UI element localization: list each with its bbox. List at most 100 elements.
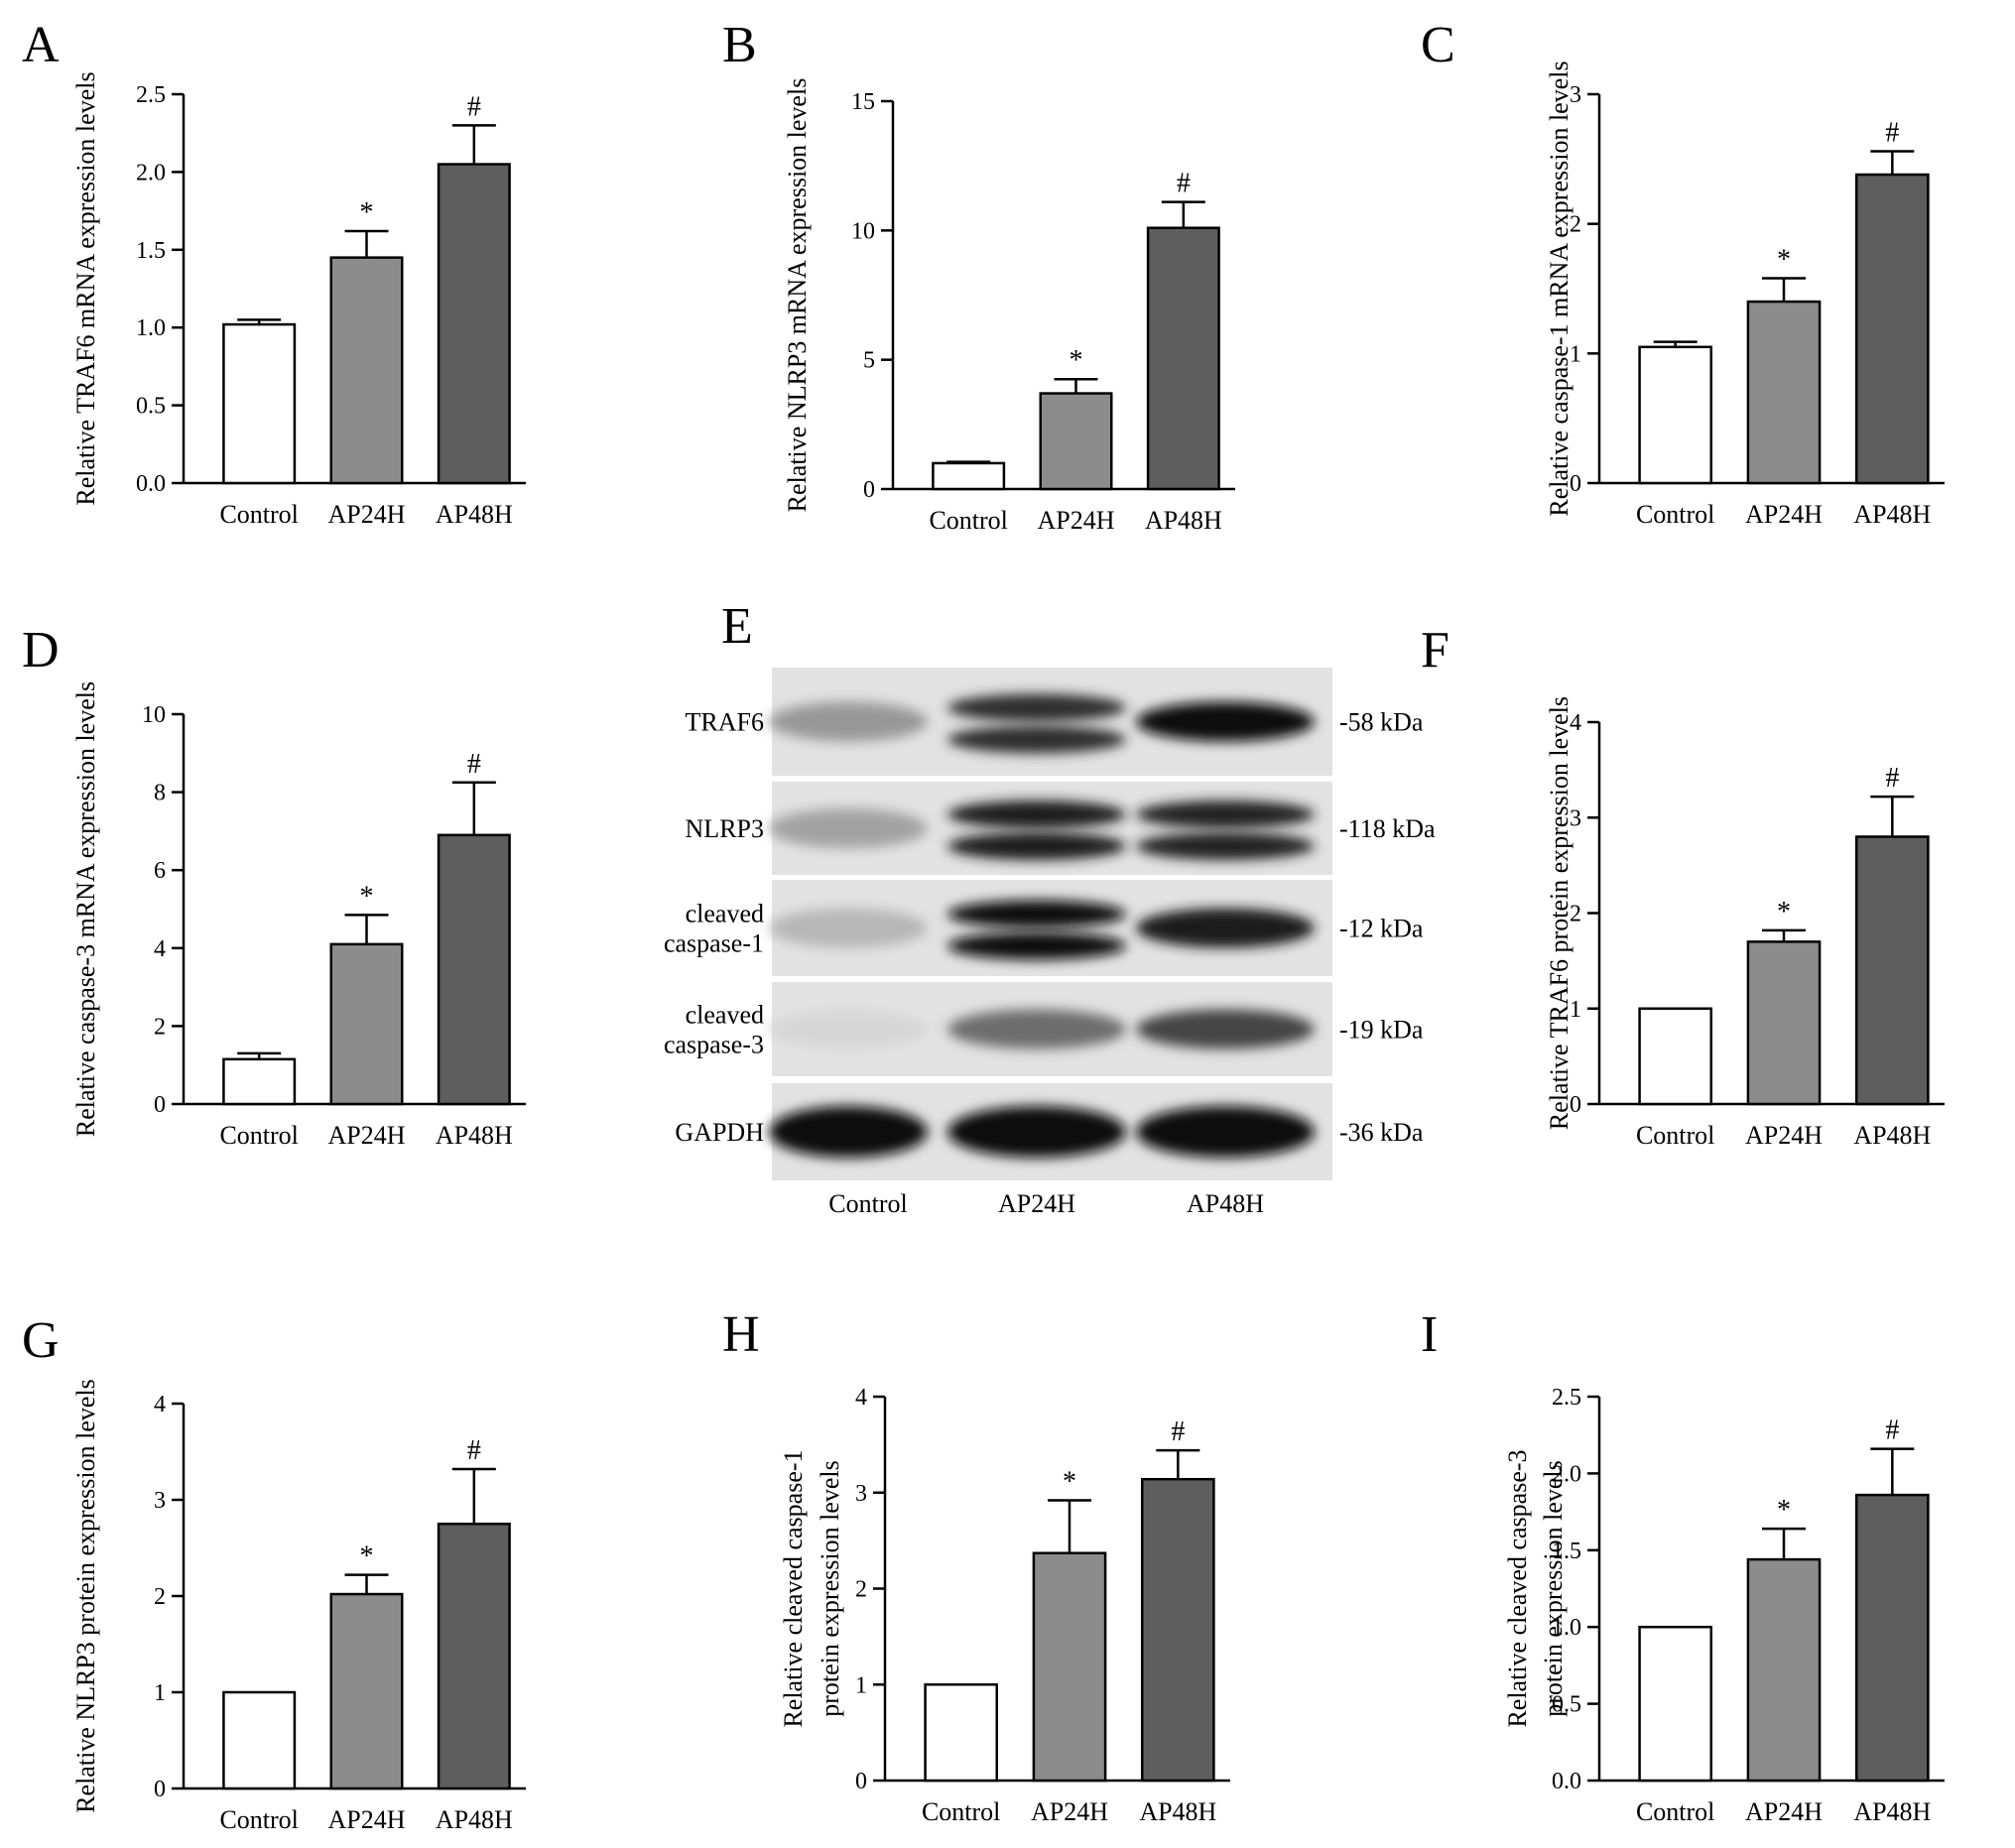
y-tick-label: 8	[154, 781, 166, 806]
y-tick-label: 0	[855, 1769, 867, 1794]
y-axis-label: Relative caspase-1 mRNA expression level…	[1545, 61, 1574, 516]
x-tick-label: Control	[219, 500, 298, 529]
significance-marker: #	[467, 1435, 481, 1466]
blot-band	[1136, 801, 1315, 828]
blot-row-nlrp3: NLRP3 -118 kDa	[686, 782, 1436, 875]
bar-ap24h	[329, 942, 404, 1106]
bar-ap24h	[1039, 392, 1113, 491]
significance-marker: #	[1885, 1416, 1899, 1446]
x-tick-label: Control	[219, 1805, 298, 1834]
blot-band	[769, 908, 928, 948]
x-tick-label: Control	[1636, 1121, 1714, 1150]
blot-band	[769, 1009, 928, 1049]
bar-ap24h	[1746, 940, 1822, 1106]
x-tick-label: AP24H	[1037, 506, 1114, 535]
bar-ap48h	[437, 163, 511, 485]
blot-band	[947, 693, 1126, 722]
significance-marker: #	[1885, 763, 1899, 794]
y-tick-label: 1	[1570, 997, 1581, 1023]
y-tick-label: 0.0	[1552, 1769, 1581, 1794]
x-tick-label: AP24H	[327, 1805, 405, 1834]
chart-panel-i: I 0.0 0.5 1.0 1.5 2.0 2.5 Relative cleaved casp…	[1421, 1306, 1945, 1826]
x-tick-label: AP48H	[1139, 1797, 1216, 1826]
y-axis-label: Relative TRAF6 protein expression levels	[1545, 696, 1574, 1130]
blot-band	[947, 931, 1126, 960]
y-tick-label: 0.5	[1552, 1692, 1581, 1718]
y-tick-label: 3	[1570, 82, 1581, 108]
y-axis-label: Relative caspase-3 mRNA expression level…	[71, 681, 100, 1137]
x-tick-label: AP48H	[1145, 506, 1222, 535]
y-tick-label: 0	[1570, 471, 1581, 497]
y-axis-label: Relative NLRP3 protein expression levels	[71, 1379, 100, 1813]
panel-letter: B	[722, 17, 757, 73]
molecular-weight-label: -118 kDa	[1339, 814, 1436, 843]
bar-control	[924, 1683, 998, 1783]
blot-lane-label: AP24H	[998, 1189, 1075, 1218]
y-tick-label: 0	[154, 1092, 166, 1118]
blot-band	[947, 832, 1126, 860]
y-tick-label: 3	[855, 1481, 867, 1507]
panel-letter: D	[22, 622, 60, 678]
blot-protein-label: TRAF6	[686, 708, 764, 737]
y-tick-label: 15	[851, 89, 875, 115]
panel-letter: C	[1421, 17, 1455, 73]
significance-marker: *	[1070, 345, 1083, 376]
y-tick-label: 0	[863, 477, 875, 503]
blot-band	[947, 725, 1126, 754]
y-tick-label: 1.0	[1552, 1615, 1581, 1641]
panel-letter: H	[722, 1306, 760, 1363]
chart-panel-d: D 0 2 4 6 8 10 Relative caspase-3 mRNA expressi…	[22, 622, 526, 1150]
blot-protein-label: caspase-3	[664, 1031, 764, 1059]
blot-band	[1136, 832, 1315, 860]
significance-marker: *	[360, 197, 374, 228]
bar-control	[1638, 345, 1712, 485]
blot-band	[947, 900, 1126, 928]
x-tick-label: AP48H	[1853, 1121, 1931, 1150]
y-tick-label: 2.5	[136, 82, 166, 108]
chart-panel-a: A 0.0 0.5 1.0 1.5 2.0 2.5 Relative TRAF6 mRNA e…	[22, 17, 526, 529]
x-tick-label: AP24H	[327, 1121, 405, 1150]
chart-panel-h: H 0 1 2 3 4 Relative cleaved caspase-1 protein …	[722, 1306, 1230, 1826]
y-tick-label: 1	[1570, 341, 1581, 367]
y-tick-label: 3	[154, 1488, 166, 1514]
blot-protein-label: cleaved	[686, 1001, 764, 1030]
y-tick-label: 1	[154, 1680, 166, 1706]
x-tick-label: AP24H	[327, 500, 405, 529]
y-tick-label: 2	[154, 1014, 166, 1040]
bar-control	[222, 1690, 297, 1790]
blot-band	[769, 1106, 928, 1158]
x-tick-label: AP48H	[436, 1121, 513, 1150]
bar-ap48h	[437, 1523, 511, 1790]
y-tick-label: 4	[1570, 710, 1581, 736]
y-tick-label: 0.0	[136, 471, 166, 497]
significance-marker: *	[1063, 1466, 1076, 1497]
y-tick-label: 10	[142, 702, 166, 728]
blot-band	[947, 1009, 1126, 1049]
y-tick-label: 1.5	[136, 238, 166, 264]
y-tick-label: 1.5	[1552, 1539, 1581, 1564]
x-tick-label: Control	[922, 1797, 1000, 1826]
blot-band	[947, 1106, 1126, 1158]
blot-band	[1136, 1009, 1315, 1049]
significance-marker: #	[467, 91, 481, 122]
blot-band	[1136, 1106, 1315, 1158]
y-tick-label: 1	[855, 1672, 867, 1698]
bar-control	[222, 322, 297, 485]
bar-ap48h	[1855, 173, 1930, 485]
y-tick-label: 2	[855, 1577, 867, 1603]
blot-band	[769, 701, 928, 742]
x-tick-label: AP24H	[1745, 1121, 1823, 1150]
bar-ap48h	[1146, 226, 1220, 491]
y-tick-label: 0.5	[136, 394, 166, 420]
blot-protein-label: cleaved	[686, 900, 764, 928]
y-tick-label: 5	[863, 348, 875, 374]
blot-row-traf6: TRAF6 -58 kDa	[686, 668, 1424, 776]
y-tick-label: 2.0	[136, 160, 166, 185]
y-tick-label: 10	[851, 218, 875, 244]
y-tick-label: 2.0	[1552, 1461, 1581, 1487]
bar-ap24h	[329, 1592, 404, 1790]
y-tick-label: 0	[1570, 1092, 1581, 1118]
bar-control	[932, 461, 1006, 491]
